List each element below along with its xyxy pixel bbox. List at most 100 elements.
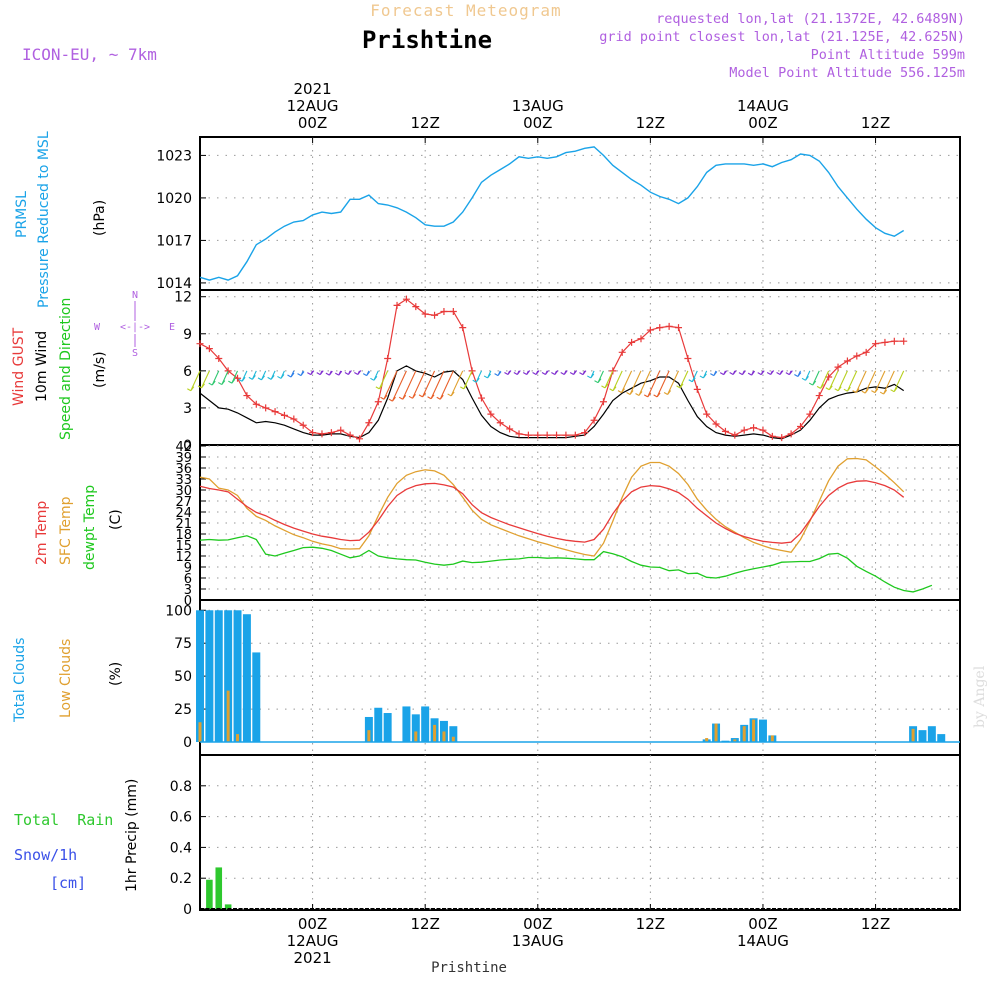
wind-direction-arrow-icon: [197, 370, 210, 389]
panel-frame: [199, 289, 961, 446]
wind-direction-arrow-icon: [408, 370, 426, 399]
total-clouds-bar: [421, 706, 430, 742]
rain-bar: [206, 879, 213, 909]
gust-marker: [900, 337, 908, 345]
total-clouds-bar: [196, 610, 204, 742]
total-clouds-bar: [364, 716, 373, 742]
gust-marker: [656, 324, 664, 332]
y-tick-label: 6: [184, 572, 192, 587]
y-tick-label: 0: [183, 438, 192, 454]
total-clouds-bar: [242, 614, 251, 742]
low-clouds-bar: [911, 728, 915, 742]
low-clouds-bar: [414, 731, 418, 742]
wind-direction-arrow-icon: [522, 370, 531, 375]
pressure-label-desc: Pressure Reduced to MSL: [36, 131, 52, 308]
y-tick-label: 0.6: [170, 810, 192, 826]
time-tick-label-bottom: 13AUG: [512, 932, 564, 950]
wind-direction-arrow-icon: [834, 370, 848, 392]
y-tick-label: 27: [175, 495, 192, 510]
wind-direction-arrow-icon: [398, 370, 417, 400]
gust-marker: [721, 427, 729, 435]
gust-label: Wind GUST: [11, 327, 27, 406]
compass-n: N: [132, 290, 138, 301]
wind-panel: 0 3 6 9 12: [174, 289, 961, 454]
wind-unit: (m/s): [92, 351, 108, 388]
y-tick-label: 1020: [156, 191, 192, 207]
gust-marker: [515, 430, 523, 438]
y-tick-label: 0: [183, 735, 192, 751]
wind-direction-arrow-icon: [287, 370, 295, 378]
wind-direction-arrow-icon: [551, 370, 559, 375]
wind-direction-arrow-icon: [218, 370, 229, 386]
wind-direction-arrow-icon: [609, 370, 623, 392]
gust-marker: [703, 410, 711, 418]
gust-marker: [796, 422, 804, 430]
y-tick-label: 1014: [156, 276, 192, 292]
gust-marker: [543, 431, 551, 439]
y-tick-label: 9: [183, 327, 192, 343]
time-tick-label-bottom: 2021: [293, 949, 331, 967]
gust-marker: [881, 338, 889, 346]
total-clouds-bar: [918, 730, 927, 742]
gust-marker: [421, 310, 429, 318]
gust-marker: [768, 432, 776, 440]
time-tick-label-top: 2021: [293, 80, 331, 98]
wind-direction-arrow-icon: [594, 370, 604, 384]
y-tick-label: 9: [184, 561, 192, 576]
gust-marker: [431, 311, 439, 319]
precip-panel: 0 0.2 0.4 0.6 0.8: [170, 754, 961, 918]
gust-marker: [843, 357, 851, 365]
gust-marker: [327, 429, 335, 437]
gust-marker: [290, 415, 298, 423]
wind-direction-arrow-icon: [852, 370, 867, 394]
rain-bar: [224, 904, 232, 909]
wind-direction-arrow-icon: [801, 370, 811, 381]
dewpt-line: [199, 535, 933, 593]
gust-marker: [599, 398, 607, 406]
time-tick-label-top: 12Z: [861, 114, 890, 132]
time-tick-label-top: 00Z: [523, 114, 552, 132]
wind-direction-arrow-icon: [653, 370, 670, 398]
wind-direction-arrow-icon: [267, 370, 276, 380]
low-clouds-bar: [236, 734, 240, 742]
wind-direction-arrow-icon: [643, 370, 661, 398]
compass-arrows: <-|->: [120, 322, 150, 333]
gust-marker: [299, 421, 307, 429]
total-clouds-bar: [233, 610, 242, 742]
wind-direction-arrow-icon: [729, 370, 737, 375]
gust-marker: [262, 404, 270, 412]
wind-direction-arrow-icon: [808, 370, 820, 386]
gust-marker: [646, 326, 654, 334]
watermark: by Angel: [972, 665, 988, 728]
wind-direction-arrow-icon: [757, 370, 765, 376]
wind-direction-arrow-icon: [257, 370, 267, 381]
wind-direction-arrow-icon: [370, 370, 379, 381]
time-tick-label-top: 13AUG: [512, 97, 564, 115]
gust-marker: [196, 340, 204, 348]
gust-marker: [412, 303, 420, 311]
y-tick-label: 0.2: [170, 871, 192, 887]
compass-s: S: [132, 348, 138, 359]
low-clouds-bar: [198, 722, 202, 742]
gust-marker: [384, 354, 392, 362]
t2m-label: 2m Temp: [34, 501, 50, 565]
gust-marker: [449, 308, 457, 316]
wind-direction-arrow-icon: [208, 370, 220, 386]
gust-marker: [553, 431, 561, 439]
y-tick-label: 3: [184, 583, 192, 598]
gust-marker: [815, 392, 823, 400]
snow-unit: [cm]: [50, 874, 86, 892]
gust-marker: [252, 400, 260, 408]
low-clouds-bar: [442, 731, 446, 742]
gust-marker: [477, 394, 485, 402]
gust-marker: [787, 430, 795, 438]
gust-marker: [731, 431, 739, 439]
time-tick-label-top: 12AUG: [287, 97, 339, 115]
point-altitude: Point Altitude 599m: [811, 47, 965, 63]
gust-marker: [853, 352, 861, 360]
wind-direction-arrow-icon: [513, 370, 521, 375]
total-clouds-bar: [402, 706, 411, 742]
low-clouds-bar: [226, 690, 230, 742]
gust-marker: [740, 426, 748, 434]
wind-direction-arrow-icon: [436, 370, 454, 400]
